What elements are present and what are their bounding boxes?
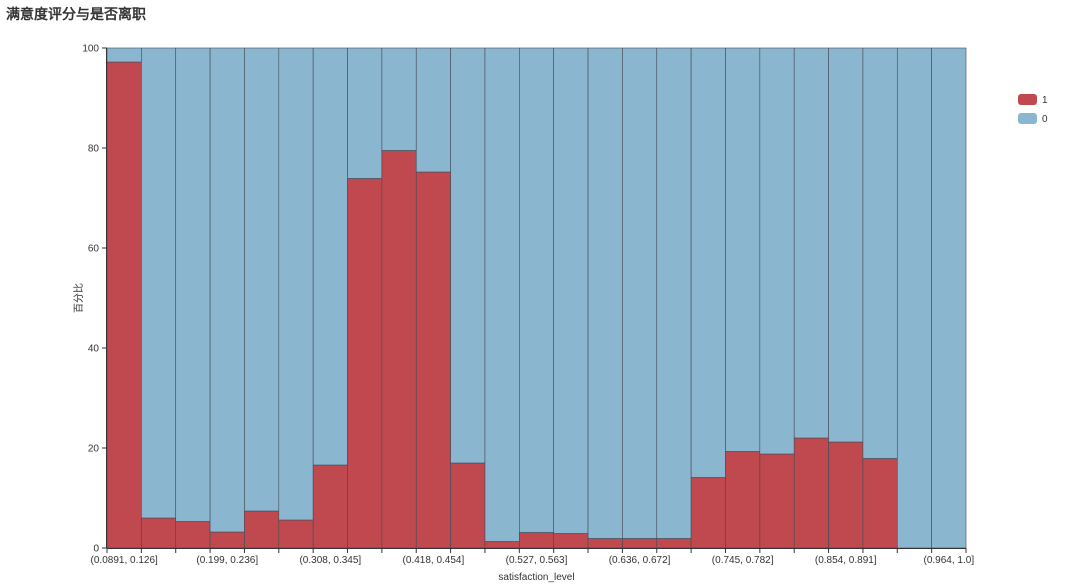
bar-series-0[interactable] [828, 47, 864, 443]
bar-series-0[interactable] [931, 47, 967, 549]
bar-series-0[interactable] [141, 47, 177, 519]
bar-series-0[interactable] [896, 47, 932, 549]
bar-series-1[interactable] [175, 521, 211, 549]
bar-series-1[interactable] [450, 462, 486, 549]
bar-series-1[interactable] [622, 538, 658, 549]
bar-series-1[interactable] [244, 510, 280, 549]
bar-series-1[interactable] [347, 178, 383, 549]
x-tick-label: (0.308, 0.345] [299, 555, 361, 566]
x-tick-label: (0.964, 1.0] [924, 555, 975, 566]
bar-series-0[interactable] [381, 47, 417, 151]
bar-series-0[interactable] [450, 47, 486, 464]
bar-series-0[interactable] [587, 47, 623, 539]
x-tick-label: (0.745, 0.782] [712, 555, 774, 566]
bar-series-1[interactable] [828, 441, 864, 549]
bar-series-0[interactable] [519, 47, 554, 533]
bar-series-0[interactable] [656, 47, 692, 539]
x-tick-label: (0.418, 0.454] [403, 555, 465, 566]
bar-series-0[interactable] [553, 47, 589, 534]
bar-series-0[interactable] [278, 47, 314, 521]
x-tick-label: (0.854, 0.891] [815, 555, 877, 566]
y-tick-label: 0 [93, 544, 99, 555]
bar-series-1[interactable] [690, 477, 726, 549]
bar-series-0[interactable] [415, 47, 451, 173]
y-tick-label: 20 [88, 444, 100, 455]
bar-series-1[interactable] [381, 150, 417, 549]
bar-series-1[interactable] [209, 531, 245, 549]
bar-series-1[interactable] [141, 517, 177, 549]
x-axis-label: satisfaction_level [498, 572, 574, 583]
bar-series-1[interactable] [553, 533, 589, 549]
bar-series-0[interactable] [244, 47, 280, 512]
x-tick-label: (0.199, 0.236] [196, 555, 258, 566]
bar-series-0[interactable] [484, 47, 520, 542]
bar-series-1[interactable] [312, 464, 348, 549]
x-tick-label: (0.636, 0.672] [609, 555, 671, 566]
legend-label-0[interactable]: 0 [1042, 114, 1048, 125]
bar-series-0[interactable] [622, 47, 658, 539]
bar-series-1[interactable] [725, 451, 761, 549]
bar-series-1[interactable] [862, 458, 898, 549]
bar-series-0[interactable] [106, 47, 142, 63]
bar-series-0[interactable] [347, 47, 383, 179]
bar-series-1[interactable] [519, 532, 554, 549]
x-tick-label: (0.527, 0.563] [506, 555, 568, 566]
bar-series-0[interactable] [209, 47, 245, 533]
bar-series-0[interactable] [862, 47, 898, 459]
bar-series-0[interactable] [759, 47, 795, 455]
y-tick-label: 100 [82, 44, 99, 55]
y-axis-label: 百分比 [73, 283, 85, 313]
bar-series-1[interactable] [484, 541, 520, 549]
y-tick-label: 40 [88, 344, 100, 355]
legend-swatch-0[interactable] [1018, 113, 1037, 124]
bar-series-1[interactable] [759, 453, 795, 549]
bar-series-0[interactable] [725, 47, 761, 452]
bar-series-0[interactable] [793, 47, 829, 439]
y-tick-label: 80 [88, 144, 100, 155]
bar-series-0[interactable] [175, 47, 211, 522]
bar-series-1[interactable] [793, 437, 829, 549]
bar-series-1[interactable] [656, 538, 692, 549]
bar-series-1[interactable] [106, 61, 142, 549]
x-tick-label: (0.0891, 0.126] [91, 555, 158, 566]
bar-series-0[interactable] [312, 47, 348, 466]
bar-series-0[interactable] [690, 47, 726, 478]
bar-series-1[interactable] [415, 171, 451, 549]
legend-label-1[interactable]: 1 [1042, 95, 1048, 106]
chart-title: 满意度评分与是否离职 [6, 6, 146, 22]
bar-series-1[interactable] [587, 538, 623, 549]
legend-swatch-1[interactable] [1018, 94, 1037, 105]
bar-series-1[interactable] [278, 519, 314, 549]
y-tick-label: 60 [88, 244, 100, 255]
